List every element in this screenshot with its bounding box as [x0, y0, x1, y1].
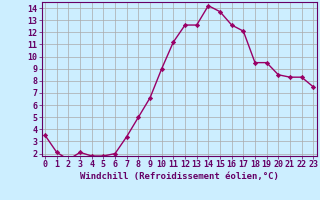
- X-axis label: Windchill (Refroidissement éolien,°C): Windchill (Refroidissement éolien,°C): [80, 172, 279, 181]
